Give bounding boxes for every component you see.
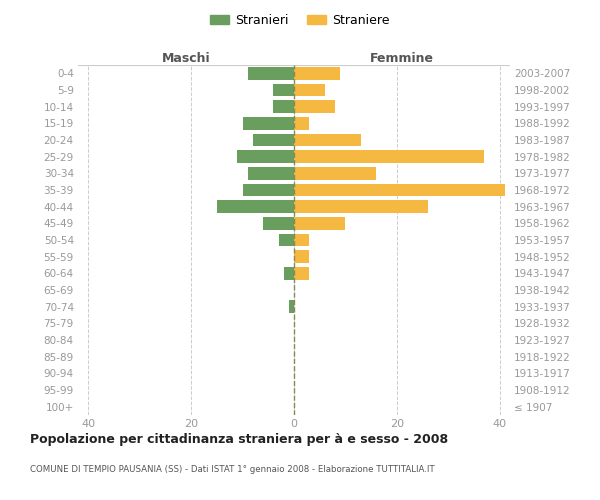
- Bar: [294, 67, 340, 80]
- Bar: [289, 300, 294, 313]
- Bar: [274, 84, 294, 96]
- Bar: [284, 267, 294, 280]
- Bar: [248, 67, 294, 80]
- Text: Maschi: Maschi: [161, 52, 211, 65]
- Text: COMUNE DI TEMPIO PAUSANIA (SS) - Dati ISTAT 1° gennaio 2008 - Elaborazione TUTTI: COMUNE DI TEMPIO PAUSANIA (SS) - Dati IS…: [30, 466, 434, 474]
- Y-axis label: Fasce di età: Fasce di età: [0, 207, 2, 273]
- Bar: [242, 184, 294, 196]
- Bar: [294, 217, 346, 230]
- Bar: [217, 200, 294, 213]
- Bar: [294, 117, 310, 130]
- Bar: [294, 150, 484, 163]
- Bar: [294, 100, 335, 113]
- Bar: [294, 234, 310, 246]
- Bar: [238, 150, 294, 163]
- Bar: [294, 134, 361, 146]
- Bar: [248, 167, 294, 179]
- Bar: [294, 267, 310, 280]
- Bar: [294, 250, 310, 263]
- Bar: [263, 217, 294, 230]
- Bar: [278, 234, 294, 246]
- Text: Femmine: Femmine: [370, 52, 434, 65]
- Bar: [294, 184, 505, 196]
- Text: Popolazione per cittadinanza straniera per à e sesso - 2008: Popolazione per cittadinanza straniera p…: [30, 432, 448, 446]
- Bar: [253, 134, 294, 146]
- Bar: [242, 117, 294, 130]
- Bar: [294, 84, 325, 96]
- Bar: [294, 200, 428, 213]
- Legend: Stranieri, Straniere: Stranieri, Straniere: [205, 8, 395, 32]
- Bar: [274, 100, 294, 113]
- Bar: [294, 167, 376, 179]
